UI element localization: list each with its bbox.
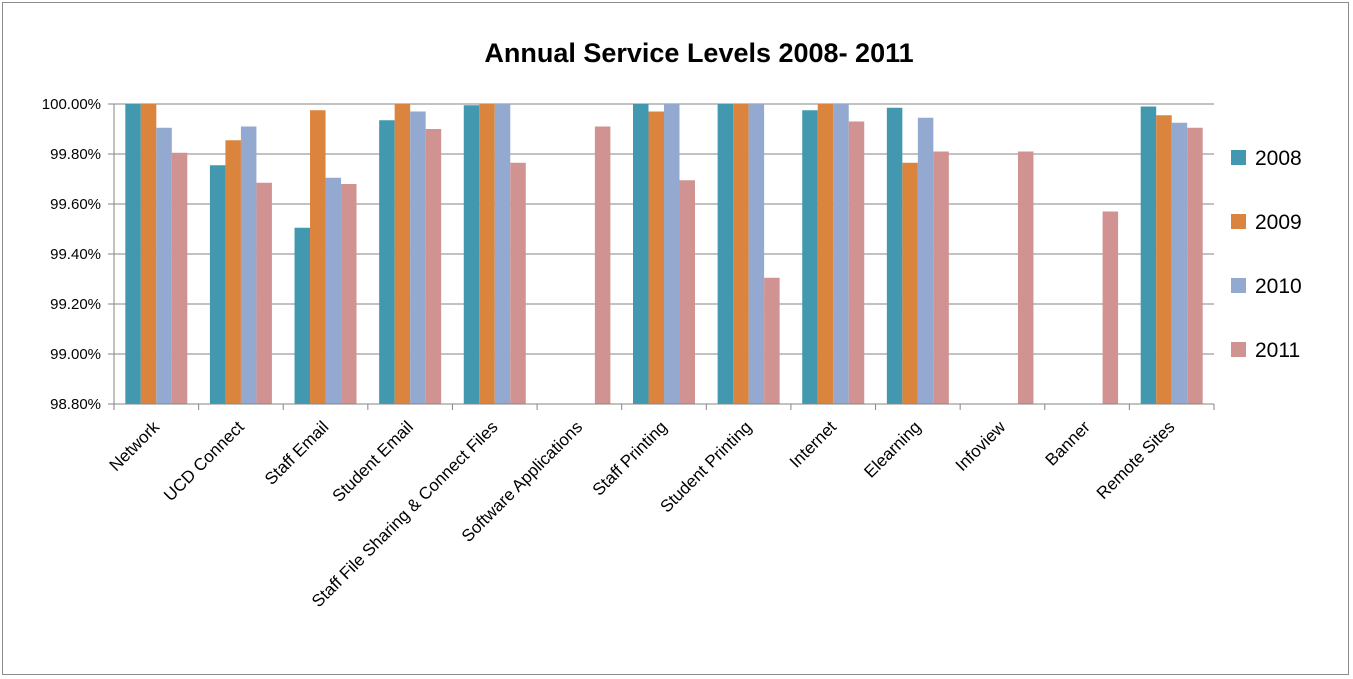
legend-label: 2009 bbox=[1255, 211, 1302, 234]
bar bbox=[1102, 211, 1119, 404]
x-tick-label: Internet bbox=[786, 417, 840, 471]
y-tick-label: 98.80% bbox=[50, 396, 101, 413]
bar bbox=[1156, 115, 1172, 404]
bar bbox=[848, 121, 865, 404]
bar bbox=[479, 104, 495, 404]
bar bbox=[494, 104, 511, 404]
bar bbox=[764, 277, 780, 404]
bar bbox=[717, 104, 734, 404]
x-tick-label: Staff Email bbox=[261, 417, 332, 488]
legend-swatch bbox=[1231, 214, 1246, 229]
bar bbox=[748, 104, 765, 404]
bar bbox=[917, 117, 934, 404]
bar bbox=[679, 180, 695, 404]
bar bbox=[294, 227, 311, 404]
bar bbox=[140, 104, 157, 404]
x-tick-label: Banner bbox=[1042, 417, 1094, 469]
bar bbox=[310, 110, 326, 404]
legend-label: 2011 bbox=[1255, 339, 1300, 362]
bar bbox=[240, 126, 257, 404]
bar bbox=[463, 105, 480, 404]
y-tick-label: 99.00% bbox=[50, 346, 101, 363]
bar bbox=[833, 104, 849, 404]
x-tick-label: Staff Printing bbox=[589, 417, 671, 499]
legend-swatch bbox=[1231, 278, 1246, 293]
bar bbox=[802, 110, 818, 404]
bar bbox=[156, 127, 172, 404]
x-tick-label: Staff File Sharing & Connect Files bbox=[308, 417, 502, 611]
bar bbox=[1017, 151, 1034, 404]
x-tick-label: Student Printing bbox=[656, 417, 755, 516]
bar bbox=[1171, 122, 1188, 404]
bar bbox=[1187, 127, 1203, 404]
x-tick-label: UCD Connect bbox=[160, 417, 248, 505]
bar bbox=[325, 177, 342, 404]
x-tick-label: Elearning bbox=[860, 417, 924, 481]
bars bbox=[125, 104, 1203, 404]
bar bbox=[817, 104, 834, 404]
bar bbox=[379, 120, 395, 404]
bar bbox=[902, 162, 918, 404]
bar bbox=[256, 182, 272, 404]
bar bbox=[125, 104, 141, 404]
bar bbox=[410, 111, 426, 404]
y-tick-label: 100.00% bbox=[42, 96, 101, 113]
x-tick-label: Student Email bbox=[329, 417, 417, 505]
bar bbox=[1140, 106, 1157, 404]
bar bbox=[394, 104, 411, 404]
chart-title: Annual Service Levels 2008- 2011 bbox=[484, 38, 913, 68]
x-tick-label: Network bbox=[106, 417, 164, 475]
bar bbox=[733, 104, 749, 404]
legend-label: 2010 bbox=[1255, 275, 1302, 298]
bar bbox=[594, 126, 611, 404]
y-tick-label: 99.40% bbox=[50, 246, 101, 263]
bar bbox=[209, 165, 226, 404]
bar bbox=[341, 184, 357, 404]
bar-chart: Annual Service Levels 2008- 2011 98.80% 9… bbox=[42, 38, 1302, 611]
bar bbox=[933, 151, 949, 404]
y-tick-label: 99.20% bbox=[50, 296, 101, 313]
legend-swatch bbox=[1231, 342, 1246, 357]
y-tick-label: 99.60% bbox=[50, 196, 101, 213]
bar bbox=[425, 129, 442, 404]
bar bbox=[633, 104, 649, 404]
bar bbox=[510, 162, 526, 404]
bar bbox=[664, 104, 680, 404]
y-tick-label: 99.80% bbox=[50, 146, 101, 163]
x-tick-label: Remote Sites bbox=[1093, 417, 1179, 503]
legend-label: 2008 bbox=[1255, 147, 1302, 170]
bar bbox=[886, 107, 903, 404]
bar bbox=[171, 152, 188, 404]
x-tick-label: Infoview bbox=[952, 417, 1010, 475]
legend-swatch bbox=[1231, 150, 1246, 165]
bar bbox=[225, 140, 241, 404]
legend: 2008 2009 2010 2011 bbox=[1231, 147, 1302, 362]
bar bbox=[648, 111, 664, 404]
